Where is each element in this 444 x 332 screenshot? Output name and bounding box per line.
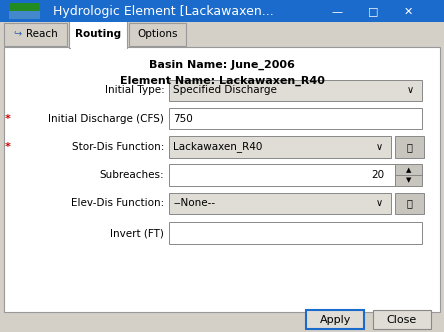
Bar	[4, 23, 67, 46]
Text: Options: Options	[137, 29, 178, 39]
Text: ▲: ▲	[406, 167, 411, 173]
Bar	[4, 47, 440, 312]
Bar	[69, 20, 127, 48]
Bar	[169, 164, 395, 186]
Text: *: *	[4, 142, 10, 152]
Text: Routing: Routing	[75, 29, 121, 39]
Text: Lackawaxen_R40: Lackawaxen_R40	[173, 141, 262, 152]
Text: Initial Type:: Initial Type:	[104, 85, 164, 96]
Text: 750: 750	[173, 114, 193, 124]
Text: Stor-Dis Function:: Stor-Dis Function:	[72, 142, 164, 152]
Text: ∨: ∨	[376, 142, 383, 152]
Bar	[169, 80, 422, 101]
Text: 20: 20	[371, 170, 384, 180]
Text: ↪: ↪	[14, 29, 22, 39]
Text: *: *	[4, 114, 10, 124]
Text: ▼: ▼	[406, 178, 411, 184]
Text: --None--: --None--	[173, 198, 215, 208]
Bar	[169, 222, 422, 244]
Text: Hydrologic Element [Lackawaxen...: Hydrologic Element [Lackawaxen...	[53, 5, 274, 18]
Bar	[9, 3, 40, 19]
Bar	[395, 136, 424, 158]
Text: Close: Close	[387, 314, 417, 325]
Bar	[395, 175, 422, 186]
Text: Element Name: Lackawaxen_R40: Element Name: Lackawaxen_R40	[119, 76, 325, 86]
Text: Elev-Dis Function:: Elev-Dis Function:	[71, 198, 164, 208]
Text: □: □	[368, 7, 378, 17]
Bar	[169, 108, 422, 129]
Text: Reach: Reach	[26, 29, 58, 39]
Bar	[169, 193, 391, 214]
Text: Initial Discharge (CFS): Initial Discharge (CFS)	[48, 114, 164, 124]
Bar	[71, 45, 127, 49]
Text: —: —	[332, 7, 343, 17]
Bar	[129, 23, 186, 46]
Bar	[169, 136, 391, 158]
Bar	[71, 45, 124, 50]
Text: 📈: 📈	[407, 142, 412, 152]
Text: ∨: ∨	[407, 85, 414, 96]
Text: Invert (FT): Invert (FT)	[111, 228, 164, 238]
Text: Apply: Apply	[320, 314, 351, 325]
Text: 📈: 📈	[407, 198, 412, 208]
Text: Subreaches:: Subreaches:	[99, 170, 164, 180]
Text: ∨: ∨	[376, 198, 383, 208]
Bar	[306, 310, 364, 329]
Bar	[9, 11, 40, 19]
Bar	[0, 0, 444, 22]
Bar	[395, 164, 422, 175]
Bar	[373, 310, 431, 329]
Text: ✕: ✕	[404, 7, 413, 17]
Bar	[395, 193, 424, 214]
Text: Specified Discharge: Specified Discharge	[173, 85, 277, 96]
Text: Basin Name: June_2006: Basin Name: June_2006	[149, 60, 295, 70]
